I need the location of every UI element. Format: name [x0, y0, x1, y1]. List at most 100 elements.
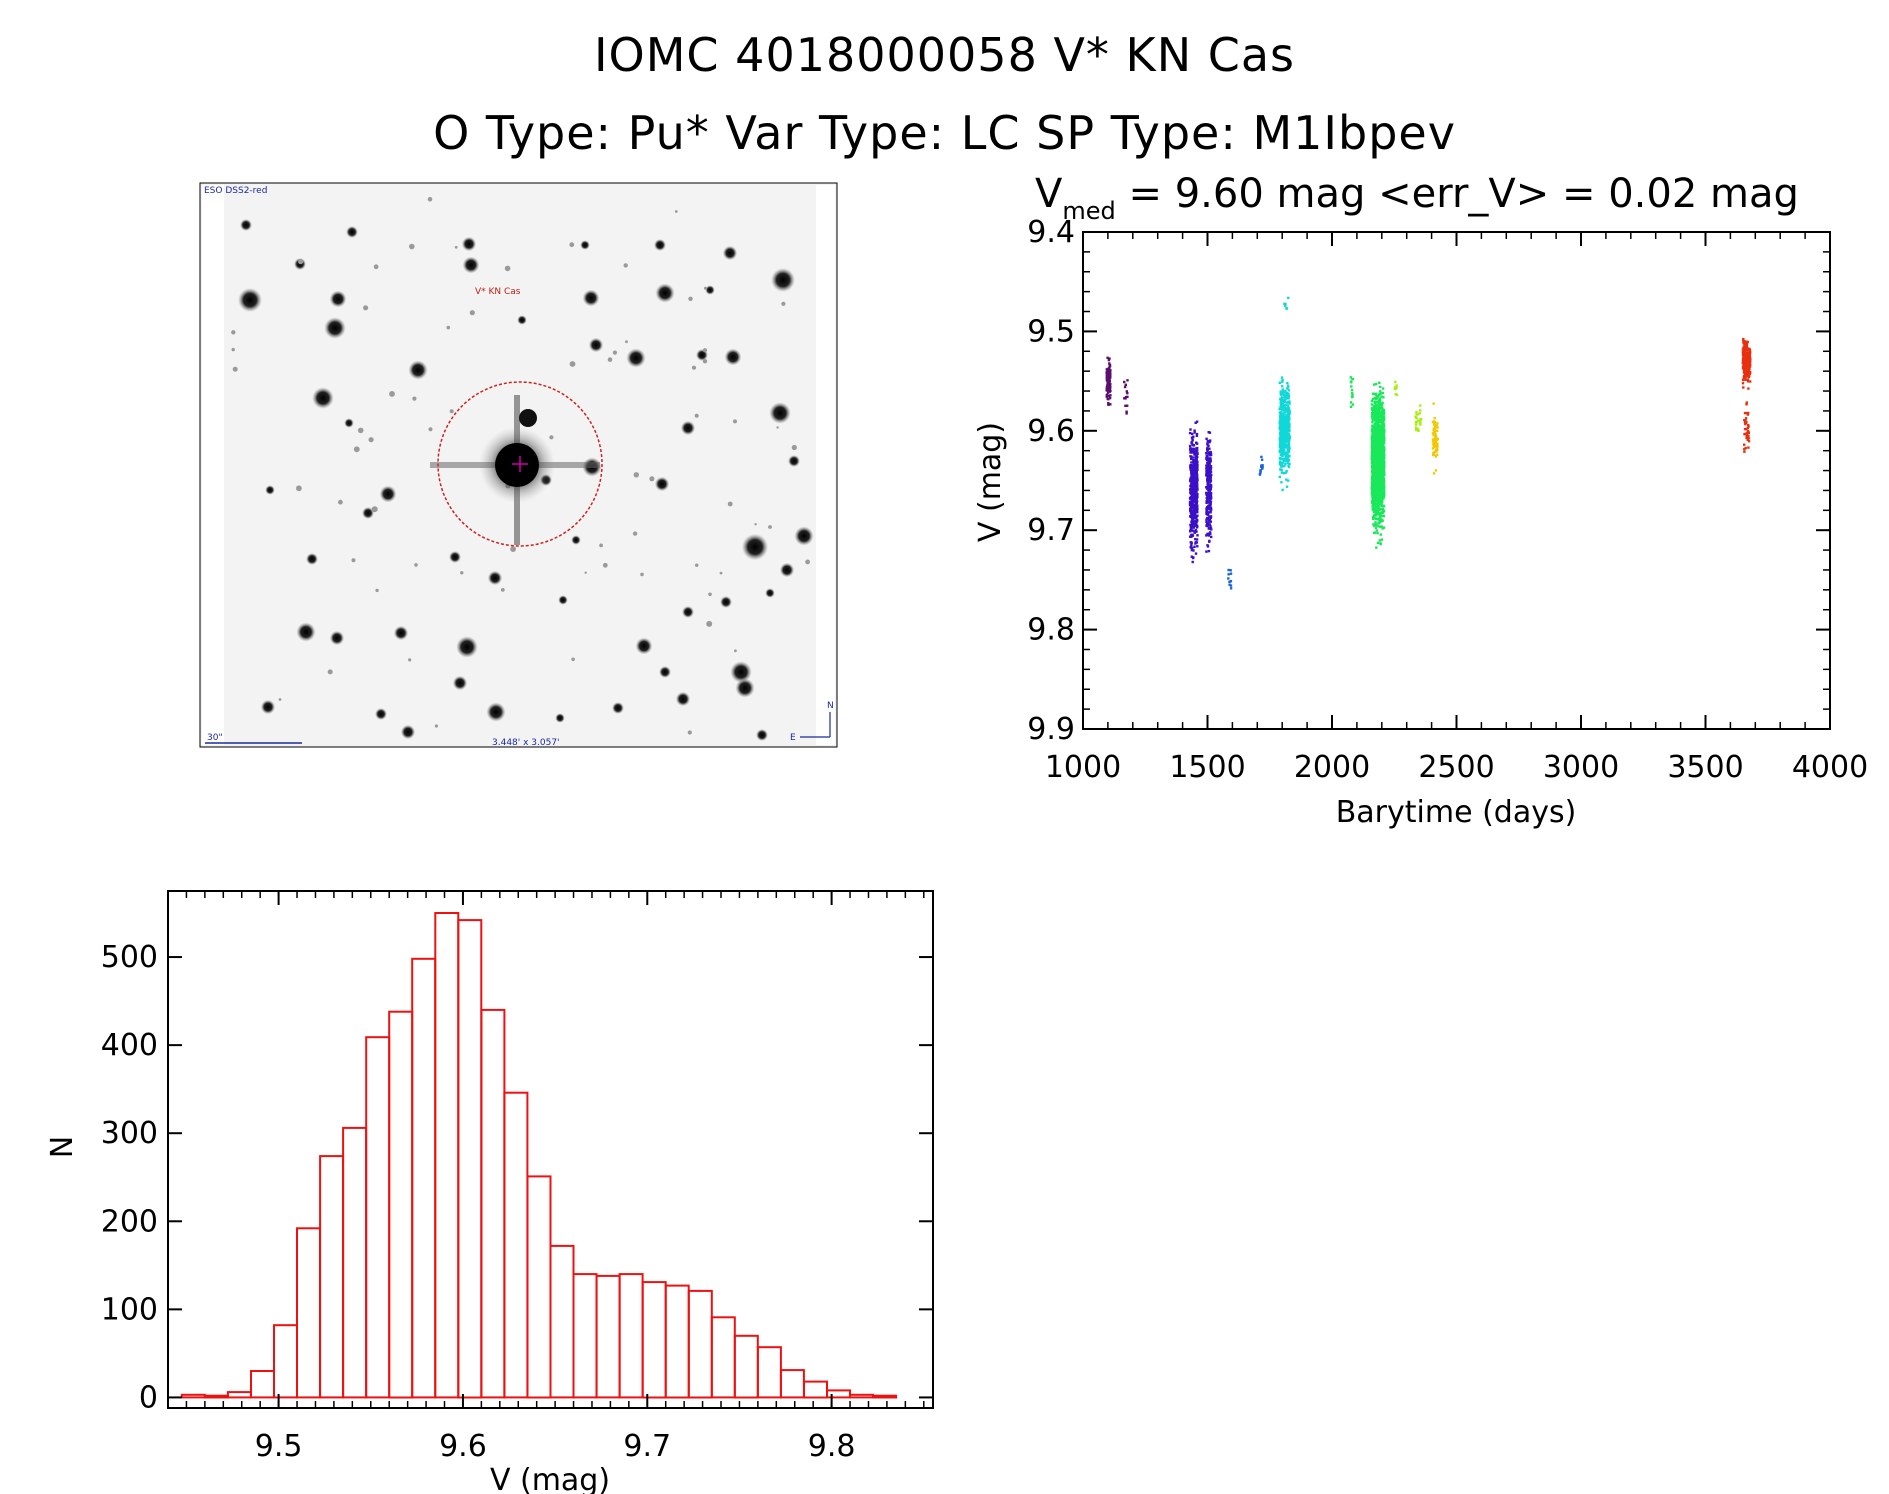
- light-curve-point: [1288, 434, 1291, 438]
- light-curve-point: [1381, 387, 1385, 390]
- light-curve-point: [1209, 460, 1212, 463]
- light-curve-point: [1381, 391, 1385, 395]
- light-curve-point: [1380, 538, 1384, 541]
- light-curve-point: [1189, 495, 1193, 499]
- light-curve-point: [1434, 433, 1437, 436]
- light-curve-point: [1380, 488, 1384, 491]
- light-curve-point: [1107, 397, 1110, 401]
- light-curve-point: [1109, 372, 1112, 375]
- sky-faint-star: [776, 426, 779, 429]
- sky-faint-star: [584, 571, 587, 574]
- light-curve-point: [1370, 415, 1374, 418]
- light-curve-point: [1380, 404, 1383, 407]
- sky-star: [720, 596, 732, 608]
- light-curve-point: [1209, 496, 1213, 499]
- light-curve-point: [1195, 485, 1198, 489]
- light-curve-point: [1383, 437, 1386, 440]
- light-curve-point: [1285, 446, 1288, 449]
- light-curve-point: [1196, 476, 1199, 479]
- sky-faint-star: [278, 698, 282, 701]
- light-curve-point: [1381, 416, 1384, 420]
- light-curve-point: [1381, 470, 1384, 473]
- light-curve-point: [1107, 358, 1111, 362]
- sky-faint-star: [688, 296, 693, 301]
- light-curve-point: [1285, 451, 1288, 455]
- light-curve-point: [1288, 412, 1291, 415]
- light-curve-point: [1379, 490, 1383, 493]
- light-curve-point: [1283, 393, 1287, 396]
- light-curve-point: [1281, 396, 1284, 399]
- sky-star: [312, 387, 334, 409]
- light-curve-point: [1744, 348, 1748, 351]
- light-curve-point: [1380, 496, 1383, 499]
- light-curve-point: [1370, 403, 1374, 406]
- light-curve-point: [1371, 507, 1374, 511]
- light-curve-point: [1279, 391, 1282, 394]
- light-curve-point: [1432, 472, 1436, 475]
- sky-faint-star: [446, 325, 451, 330]
- light-curve-point: [1209, 500, 1213, 503]
- light-curve-point: [1191, 560, 1194, 564]
- histogram-bar: [434, 912, 460, 1399]
- light-curve-point: [1378, 484, 1382, 487]
- light-curve-point: [1376, 512, 1379, 516]
- light-curve-point: [1375, 429, 1378, 433]
- light-curve-point: [1194, 468, 1197, 472]
- light-curve-point: [1192, 523, 1196, 526]
- light-curve-point: [1108, 394, 1111, 398]
- light-curve-point: [1370, 478, 1374, 481]
- light-curve-point: [1195, 442, 1199, 445]
- light-curve-point: [1745, 432, 1748, 436]
- histogram-bar: [756, 1346, 782, 1399]
- sky-star: [393, 625, 409, 641]
- sky-faint-star: [409, 243, 415, 250]
- light-curve-point: [1279, 393, 1283, 396]
- histogram-bar: [572, 1273, 598, 1399]
- light-curve-point: [1287, 442, 1290, 445]
- light-curve-point: [1205, 487, 1209, 490]
- sky-star: [240, 219, 252, 231]
- light-curve-point: [1279, 405, 1282, 408]
- histogram-ylabel: N: [45, 1136, 80, 1158]
- light-curve-point: [1375, 514, 1378, 517]
- light-curve-point: [1286, 381, 1289, 385]
- light-curve-point: [1287, 433, 1290, 436]
- light-curve-point: [1371, 421, 1374, 424]
- histogram-bar: [180, 1393, 206, 1399]
- light-curve-point: [1284, 455, 1287, 458]
- light-curve-point: [1190, 546, 1193, 550]
- light-curve-point: [1380, 449, 1383, 453]
- sky-faint-star: [733, 419, 737, 424]
- sky-faint-star: [351, 558, 356, 563]
- light-curve-point: [1371, 416, 1374, 420]
- light-curve-point: [1377, 393, 1381, 397]
- light-curve-point: [1284, 453, 1287, 456]
- sky-faint-star: [389, 391, 395, 397]
- histogram-bar: [480, 1008, 506, 1399]
- light-curve-point: [1207, 534, 1211, 537]
- light-curve-point: [1281, 378, 1284, 382]
- light-curve-point: [1746, 347, 1749, 350]
- light-curve-point: [1435, 438, 1439, 442]
- light-curve-point: [1189, 465, 1192, 469]
- light-curve-point: [1193, 472, 1196, 475]
- hist-xtick-label: 9.7: [623, 1429, 671, 1464]
- light-curve-point: [1381, 431, 1384, 434]
- light-curve-point: [1288, 400, 1291, 403]
- light-curve-point: [1435, 450, 1438, 453]
- light-curve-point: [1382, 460, 1386, 464]
- light-curve-point: [1381, 401, 1384, 404]
- light-curve-point: [1374, 521, 1377, 524]
- light-curve-point: [1375, 478, 1378, 482]
- sky-star: [675, 691, 691, 707]
- light-curve-point: [1382, 493, 1385, 496]
- sky-faint-star: [719, 571, 723, 575]
- light-curve-point: [1288, 462, 1291, 466]
- light-curve-point: [1281, 454, 1284, 457]
- light-curve-point: [1195, 508, 1199, 511]
- light-curve-point: [1196, 526, 1199, 529]
- light-curve-point: [1205, 534, 1208, 537]
- light-curve-point: [1194, 491, 1198, 494]
- light-curve-point: [1375, 445, 1379, 448]
- light-curve-point: [1377, 470, 1381, 473]
